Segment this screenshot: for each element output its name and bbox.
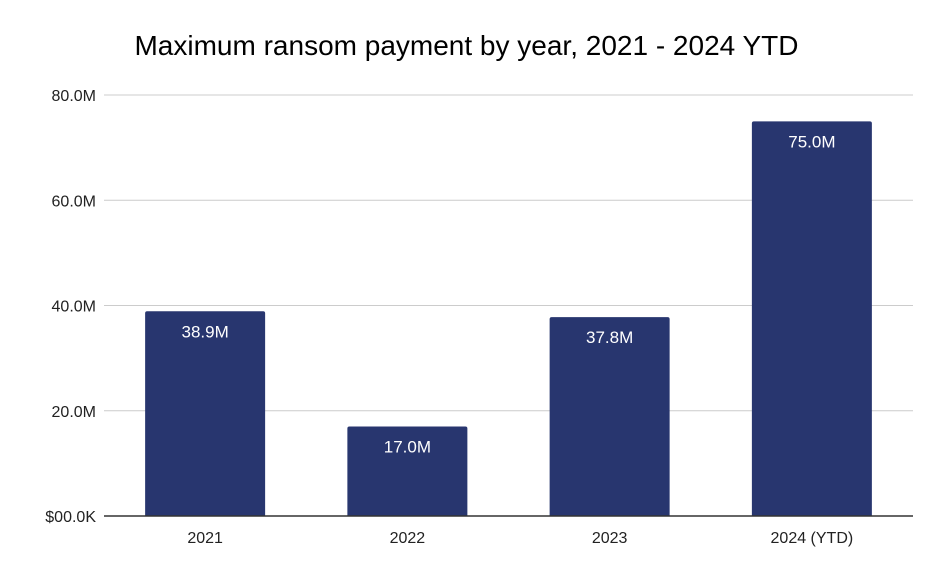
bar-data-label: 38.9M (182, 322, 229, 341)
bars (145, 121, 872, 516)
x-axis-ticks: 2021 2022 2023 2024 (YTD) (187, 530, 853, 547)
y-axis-ticks: $00.0K 20.0M 40.0M 60.0M 80.0M (45, 88, 96, 526)
bar (347, 426, 468, 516)
bar (751, 121, 872, 516)
chart-title: Maximum ransom payment by year, 2021 - 2… (134, 30, 799, 61)
bar (549, 317, 670, 516)
y-tick-label: 80.0M (52, 88, 96, 105)
x-tick-label: 2021 (187, 530, 223, 547)
x-tick-label: 2023 (592, 530, 628, 547)
bar-data-label: 17.0M (384, 438, 431, 457)
y-tick-label: 60.0M (52, 193, 96, 210)
x-tick-label: 2024 (YTD) (771, 530, 854, 547)
bar (145, 311, 266, 516)
y-tick-label: 40.0M (52, 299, 96, 316)
x-tick-label: 2022 (390, 530, 426, 547)
y-tick-label: 20.0M (52, 404, 96, 421)
data-labels: 38.9M 17.0M 37.8M 75.0M (182, 132, 836, 456)
y-tick-label: $00.0K (45, 509, 96, 526)
bar-data-label: 37.8M (586, 328, 633, 347)
bar-data-label: 75.0M (788, 132, 835, 151)
